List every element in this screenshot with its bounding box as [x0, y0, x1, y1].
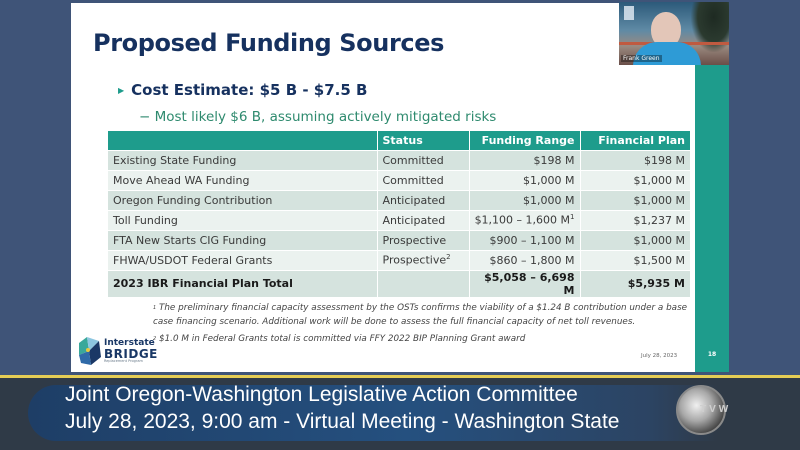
financial-plan-cell: $1,000 M	[580, 169, 690, 190]
financial-plan-cell: $1,237 M	[580, 209, 690, 230]
table-row: Oregon Funding Contribution Anticipated …	[108, 189, 690, 210]
table-row: FHWA/USDOT Federal Grants Prospective2 $…	[108, 249, 690, 270]
table-row: Existing State Funding Committed $198 M …	[108, 149, 690, 170]
logo-line3: Replacement Program	[104, 358, 143, 363]
status-cell: Committed	[377, 169, 470, 190]
funding-range-value: $1,100 – 1,600 M	[474, 213, 571, 227]
total-label: 2023 IBR Financial Plan Total	[108, 269, 378, 297]
source-cell: Existing State Funding	[108, 149, 378, 170]
header-status: Status	[377, 131, 470, 150]
tvw-logo-icon	[676, 385, 726, 435]
slide-title: Proposed Funding Sources	[93, 29, 444, 57]
total-funding-range: $5,058 – 6,698 M	[469, 269, 581, 297]
table-row: Toll Funding Anticipated $1,100 – 1,600 …	[108, 209, 690, 230]
footnote-mark-2: 2	[446, 253, 451, 262]
footnote-1: 1 The preliminary financial capacity ass…	[153, 301, 693, 329]
footnote-mark-1: 1	[570, 213, 575, 222]
funding-range-cell: $198 M	[469, 149, 581, 170]
participant-webcam: Frank Green	[619, 2, 729, 65]
meeting-title: Joint Oregon-Washington Legislative Acti…	[65, 383, 578, 406]
funding-sources-table: Status Funding Range Financial Plan Exis…	[108, 131, 690, 297]
source-cell: Oregon Funding Contribution	[108, 189, 378, 210]
financial-plan-cell: $1,000 M	[580, 189, 690, 210]
funding-range-cell: $1,000 M	[469, 169, 581, 190]
slide-accent-strip: 18	[695, 65, 729, 372]
financial-plan-cell: $1,500 M	[580, 249, 690, 270]
total-status	[377, 269, 470, 297]
participant-body	[633, 42, 701, 65]
status-cell: Prospective	[377, 229, 470, 250]
source-cell: FTA New Starts CIG Funding	[108, 229, 378, 250]
source-cell: Toll Funding	[108, 209, 378, 230]
total-financial-plan: $5,935 M	[580, 269, 690, 297]
source-cell: Move Ahead WA Funding	[108, 169, 378, 190]
status-value: Prospective	[382, 253, 447, 267]
footnote-2-mark: 2	[153, 336, 157, 342]
total-row: 2023 IBR Financial Plan Total $5,058 – 6…	[108, 269, 690, 297]
cost-estimate-text: Cost Estimate: $5 B - $7.5 B	[131, 81, 368, 99]
table-header-row: Status Funding Range Financial Plan	[108, 131, 690, 150]
funding-range-cell: $900 – 1,100 M	[469, 229, 581, 250]
header-funding-range: Funding Range	[469, 131, 581, 150]
most-likely-sub-bullet: − Most likely $6 B, assuming actively mi…	[139, 109, 497, 125]
logo-line1: Interstate	[104, 337, 155, 348]
header-source	[108, 131, 378, 150]
tvw-logo-text: TVW	[700, 404, 732, 415]
funding-range-cell: $1,100 – 1,600 M1	[469, 209, 581, 230]
bullet-triangle-icon: ▶	[118, 85, 125, 95]
footnote-1-mark: 1	[153, 305, 157, 311]
footnote-1-text: The preliminary financial capacity asses…	[153, 303, 688, 327]
footnote-2-text: $1.0 M in Federal Grants total is commit…	[158, 334, 526, 344]
table-row: FTA New Starts CIG Funding Prospective $…	[108, 229, 690, 250]
header-financial-plan: Financial Plan	[580, 131, 690, 150]
funding-range-cell: $1,000 M	[469, 189, 581, 210]
financial-plan-cell: $1,000 M	[580, 229, 690, 250]
logo-line2: BRIDGE	[104, 346, 158, 361]
participant-name-label: Frank Green	[621, 55, 662, 62]
slide-date: July 28, 2023	[641, 353, 678, 359]
broadcast-divider	[0, 375, 800, 378]
status-cell: Prospective2	[377, 249, 470, 270]
status-cell: Anticipated	[377, 189, 470, 210]
slide-page-number: 18	[707, 351, 717, 358]
cost-estimate-bullet: ▶ Cost Estimate: $5 B - $7.5 B	[118, 81, 367, 99]
meeting-details: July 28, 2023, 9:00 am - Virtual Meeting…	[65, 410, 620, 433]
funding-range-cell: $860 – 1,800 M	[469, 249, 581, 270]
interstate-bridge-logo: Interstate BRIDGE Replacement Program	[79, 334, 159, 368]
source-cell: FHWA/USDOT Federal Grants	[108, 249, 378, 270]
footnote-2: 2 $1.0 M in Federal Grants total is comm…	[153, 332, 693, 346]
webcam-background-logo	[624, 6, 634, 20]
table-row: Move Ahead WA Funding Committed $1,000 M…	[108, 169, 690, 190]
broadcast-banner	[28, 385, 718, 441]
status-cell: Committed	[377, 149, 470, 170]
status-cell: Anticipated	[377, 209, 470, 230]
financial-plan-cell: $198 M	[580, 149, 690, 170]
bridge-logo-icon	[79, 337, 101, 365]
